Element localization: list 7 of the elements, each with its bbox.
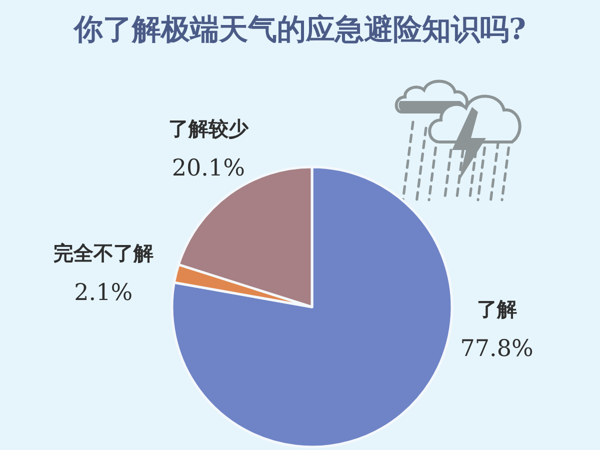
- data-label: 20.1%: [172, 155, 245, 182]
- data-label: 77.8%: [460, 336, 534, 362]
- slice-label: 了解较少: [168, 116, 250, 140]
- data-label: 2.1%: [74, 280, 133, 306]
- slice-label: 完全不了解: [53, 241, 154, 265]
- chart-title: 你了解极端天气的应急避险知识吗?: [72, 12, 526, 46]
- slice-label: 了解: [476, 297, 517, 321]
